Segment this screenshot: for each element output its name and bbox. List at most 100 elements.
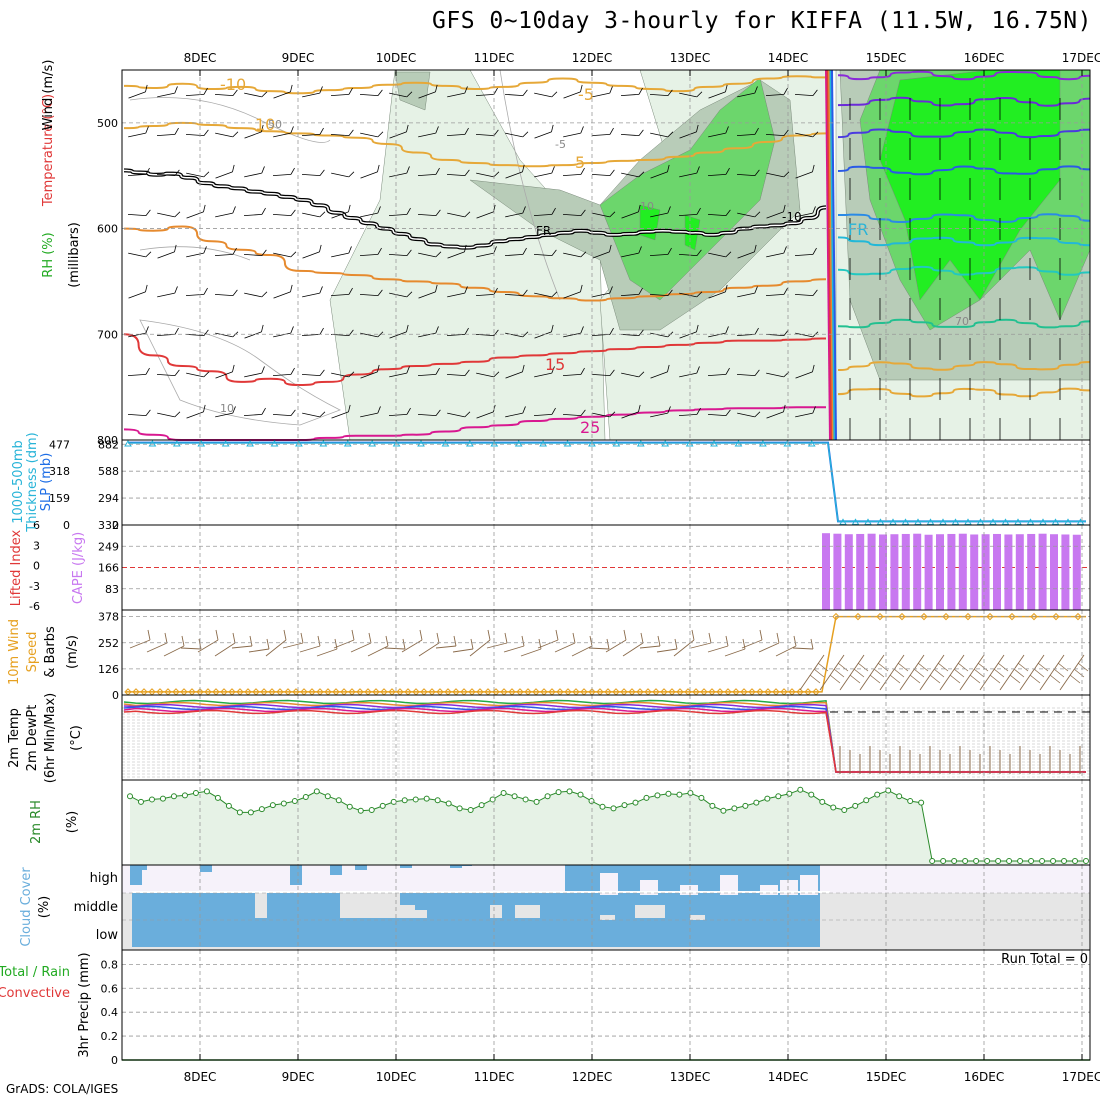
barb-shaft — [244, 131, 262, 139]
barb-flag — [580, 167, 585, 175]
upper-wind-barb — [360, 364, 380, 379]
barb-shaft — [620, 293, 640, 297]
cape-bar — [1050, 534, 1058, 610]
barb-flag — [696, 91, 703, 98]
barb-shaft — [678, 253, 698, 257]
barb-shaft — [360, 412, 378, 418]
upper-wind-barb — [476, 171, 500, 178]
wind-barb — [333, 639, 355, 649]
wind-barb — [859, 654, 885, 691]
upper-wind-barb — [476, 371, 500, 378]
wind-barb — [486, 642, 508, 649]
barb-shaft — [389, 92, 407, 98]
wind-y-tick: 378 — [98, 611, 119, 624]
barb-shaft — [707, 213, 727, 217]
x-tick-label-top: 13DEC — [670, 51, 710, 65]
upper-air-ylabel-rh: RH (%) — [41, 232, 56, 277]
upper-wind-barb — [301, 369, 325, 377]
upper-wind-barb — [504, 89, 528, 97]
rh-2m-point — [962, 858, 969, 864]
upper-wind-barb — [214, 289, 238, 297]
barb-flag — [145, 326, 149, 334]
upper-wind-barb — [592, 211, 616, 218]
barb-flag — [319, 286, 323, 294]
barb-shaft — [504, 253, 524, 257]
barb-shaft — [505, 371, 523, 379]
wind-barb-feather — [969, 662, 989, 684]
barb-shaft — [330, 93, 350, 97]
barb-flag — [638, 329, 644, 336]
barb-shaft — [591, 133, 611, 137]
upper-wind-barb — [127, 367, 150, 377]
barb-flag — [464, 127, 469, 135]
rh-2m-point — [1083, 858, 1089, 864]
wind-ylabel-unit-part-0: (m/s) — [65, 635, 80, 669]
barb-flag — [783, 87, 788, 95]
temp-ylabel-unit-part-0: (°C) — [69, 725, 84, 751]
upper-wind-barb — [331, 171, 355, 178]
upper-wind-barb — [272, 409, 296, 417]
upper-wind-barb — [359, 89, 383, 97]
barb-flag — [290, 209, 296, 216]
barb-flag — [638, 129, 644, 136]
cloud-mid-gap — [415, 910, 427, 918]
barb-flag — [348, 404, 351, 413]
barb-flag — [174, 86, 178, 94]
barb-shaft — [794, 293, 814, 297]
wind-barb — [418, 642, 440, 657]
wind-barb-flag — [317, 635, 321, 647]
barb-flag — [203, 204, 206, 213]
cloud-ylabel-unit-part-0: (%) — [37, 896, 52, 919]
post-break-isotherm-0 — [837, 70, 1091, 81]
wind-barb — [1059, 654, 1085, 691]
upper-wind-barb — [736, 127, 759, 137]
upper-wind-barb — [127, 209, 151, 217]
barb-shaft — [215, 171, 233, 179]
barb-shaft — [330, 293, 350, 297]
barb-flag — [725, 84, 728, 93]
upper-wind-barb — [621, 404, 641, 419]
cape-bar — [1038, 533, 1047, 610]
rh-2m-point — [127, 793, 133, 800]
rh-2m-panel — [127, 786, 1089, 865]
upper-wind-barb — [621, 246, 642, 258]
upper-wind-barb — [243, 207, 266, 217]
wind-barb — [799, 654, 825, 691]
contour-label-4: 15 — [545, 355, 565, 374]
upper-wind-barb — [128, 284, 148, 299]
x-tick-label-top: 14DEC — [768, 51, 808, 65]
barb-shaft — [244, 172, 262, 178]
rh-2m-point — [511, 793, 518, 800]
upper-wind-barb — [389, 124, 409, 139]
rh-2m-point — [1039, 858, 1046, 864]
barb-flag — [377, 289, 383, 296]
x-tick-label-top: 15DEC — [866, 51, 906, 65]
barb-flag — [406, 166, 410, 174]
rh-2m-point — [192, 789, 199, 796]
barb-shaft — [244, 292, 262, 298]
x-tick-label-bottom: 10DEC — [376, 1070, 416, 1084]
wind-barb-flag — [640, 632, 644, 644]
barb-shaft — [185, 93, 205, 97]
thickness-marker — [783, 440, 792, 447]
barb-flag — [464, 369, 470, 376]
rh-2m-point — [621, 802, 628, 809]
barb-shaft — [679, 292, 697, 298]
barb-shaft — [650, 332, 668, 338]
barb-flag — [145, 251, 152, 258]
thickness-marker — [851, 518, 860, 525]
barb-shaft — [156, 373, 176, 377]
x-tick-label-top: 8DEC — [184, 51, 217, 65]
barb-shaft — [244, 92, 262, 98]
barb-flag — [493, 87, 498, 95]
wind-barb-feather — [829, 662, 849, 684]
barb-shaft — [360, 332, 378, 338]
barb-flag — [145, 367, 150, 375]
barb-shaft — [302, 92, 320, 98]
contour-label-0: -10 — [220, 75, 246, 94]
barb-flag — [203, 287, 208, 295]
upper-wind-barb — [156, 127, 179, 137]
barb-shaft — [128, 132, 146, 138]
wind-ylabel-1: 10m Wind — [7, 619, 22, 685]
upper-wind-barb — [157, 286, 178, 298]
